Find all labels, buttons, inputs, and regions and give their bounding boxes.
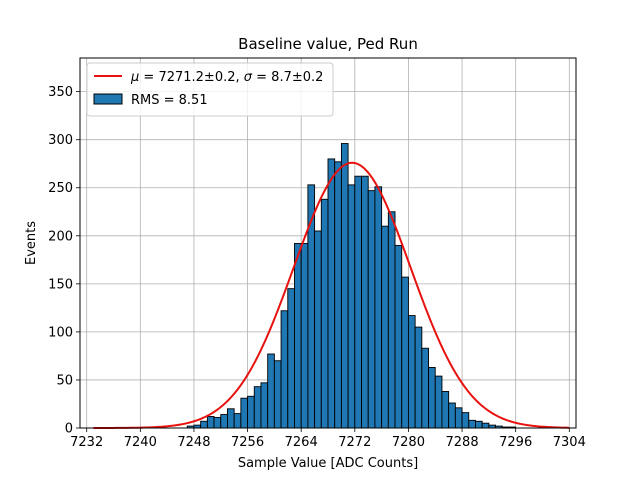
legend-rms-label: RMS = 8.51	[131, 93, 208, 108]
y-tick-label: 0	[65, 422, 73, 437]
histogram-bar	[300, 243, 309, 429]
y-tick-label: 150	[48, 277, 73, 292]
histogram-bar	[247, 395, 255, 429]
histogram-bar	[206, 416, 215, 429]
legend-mu-value: = 7271.2±0.2,	[139, 70, 243, 85]
legend: μ = 7271.2±0.2, σ = 8.7±0.2 RMS = 8.51	[86, 62, 334, 117]
histogram-bar	[253, 386, 262, 429]
histogram-bar	[361, 175, 369, 429]
histogram-bar	[421, 347, 429, 429]
histogram-bar	[347, 184, 356, 429]
histogram-bar	[334, 161, 342, 429]
histogram-bar	[448, 402, 456, 429]
histogram-bar	[475, 420, 483, 429]
legend-fit-label: μ = 7271.2±0.2, σ = 8.7±0.2	[130, 70, 323, 85]
plot-area-frame	[79, 57, 577, 429]
y-tick-label: 350	[48, 85, 73, 100]
histogram-bar	[294, 243, 302, 429]
histogram-bar	[374, 186, 383, 429]
y-tick-label: 50	[56, 373, 73, 388]
histogram-bar	[233, 413, 242, 429]
histogram-bar	[320, 198, 329, 429]
x-tick-label: 7304	[553, 435, 586, 450]
histogram-bar	[260, 382, 269, 429]
y-axis-ticks: 0 50 100 150 200 250 300 350	[48, 85, 80, 437]
histogram-bar	[441, 391, 450, 429]
histogram-bar	[407, 315, 416, 429]
legend-sigma-symbol: σ	[244, 70, 253, 85]
x-axis-ticks: 7232 7240 7248 7256 7264 7272 7280 7288 7296 7304	[70, 428, 586, 450]
chart-title: Baseline value, Ped Run	[238, 35, 418, 53]
histogram-bar	[468, 419, 476, 429]
y-axis-label: Events	[24, 221, 39, 265]
histogram-bar	[280, 310, 289, 429]
x-tick-label: 7296	[499, 435, 532, 450]
histogram-bars	[186, 143, 517, 429]
histogram-bar	[387, 211, 396, 429]
histogram-bar	[314, 230, 322, 429]
gaussian-fit-curve	[93, 161, 570, 429]
histogram-bar	[220, 414, 228, 429]
x-tick-label: 7280	[392, 435, 425, 450]
histogram-bar	[267, 353, 275, 429]
legend-sigma-value: = 8.7±0.2	[252, 70, 323, 85]
histogram-bar	[354, 175, 362, 429]
x-tick-label: 7240	[124, 435, 157, 450]
histogram-bar	[434, 375, 443, 429]
y-tick-label: 300	[48, 133, 73, 148]
histogram-bar	[481, 422, 490, 429]
x-tick-label: 7256	[231, 435, 264, 450]
x-tick-label: 7264	[285, 435, 318, 450]
x-axis-label: Sample Value [ADC Counts]	[238, 456, 418, 471]
histogram-bar	[287, 288, 295, 429]
x-tick-label: 7232	[70, 435, 103, 450]
histogram-bar	[381, 225, 389, 429]
legend-mu-symbol: μ	[130, 70, 139, 85]
y-tick-label: 250	[48, 181, 73, 196]
x-tick-label: 7272	[338, 435, 371, 450]
histogram-bar	[454, 407, 463, 429]
histogram-bar	[414, 326, 423, 429]
y-tick-label: 100	[48, 325, 73, 340]
histogram-bar	[213, 416, 222, 429]
histogram-bar	[461, 412, 470, 429]
histogram-bar	[240, 397, 249, 429]
legend-box	[86, 62, 334, 117]
histogram-bar	[273, 360, 282, 429]
y-tick-label: 200	[48, 229, 73, 244]
histogram-bar	[394, 244, 403, 429]
histogram-bar	[227, 408, 235, 429]
histogram-bar	[367, 190, 376, 429]
histogram-bar	[340, 143, 349, 429]
histogram-bar	[401, 276, 409, 429]
histogram-bar	[200, 420, 208, 429]
legend-bars-swatch	[93, 93, 123, 105]
histogram-bar	[327, 158, 336, 429]
histogram-bar	[428, 367, 436, 429]
x-tick-label: 7288	[446, 435, 479, 450]
x-tick-label: 7248	[177, 435, 210, 450]
